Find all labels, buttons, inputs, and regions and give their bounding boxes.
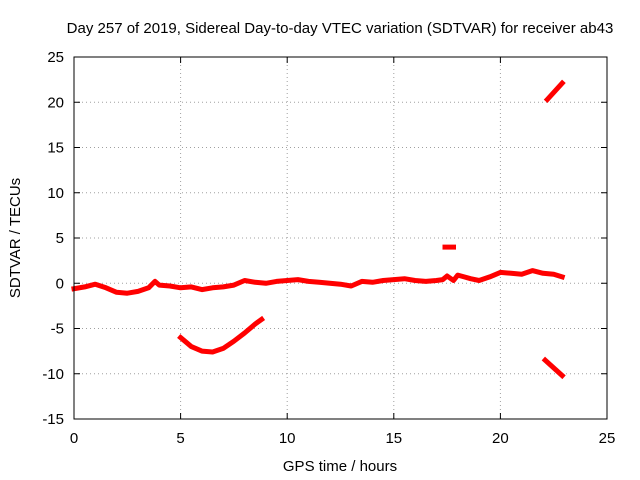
y-tick-label: 15 xyxy=(47,140,64,157)
chart-title: Day 257 of 2019, Sidereal Day-to-day VTE… xyxy=(67,20,614,37)
grid-lines xyxy=(74,57,607,419)
y-tick-label: 0 xyxy=(56,275,64,292)
y-tick-label: -10 xyxy=(42,366,64,383)
x-tick-label: 10 xyxy=(279,430,296,447)
data-series xyxy=(71,79,566,380)
y-tick-label: -5 xyxy=(51,321,64,338)
series-line-main xyxy=(71,268,566,296)
x-tick-label: 5 xyxy=(176,430,184,447)
series-line-segment-high xyxy=(543,79,566,104)
plot-frame xyxy=(73,56,608,420)
x-tick-label: 25 xyxy=(599,430,616,447)
x-tick-label: 15 xyxy=(385,430,402,447)
series-line-segment-low xyxy=(541,356,566,380)
y-tick-label: -15 xyxy=(42,411,64,428)
y-tick-label: 20 xyxy=(47,94,64,111)
x-axis-label: GPS time / hours xyxy=(283,458,397,475)
x-tick-label: 20 xyxy=(492,430,509,447)
y-tick-label: 10 xyxy=(47,185,64,202)
y-tick-label: 5 xyxy=(56,230,64,247)
x-tick-label: 0 xyxy=(70,430,78,447)
y-tick-label: 25 xyxy=(47,49,64,66)
axis-ticks: 0 5 10 15 20 25 -15 -10 -5 0 5 10 15 20 25 xyxy=(42,49,615,447)
series-line-arc xyxy=(177,315,266,355)
y-axis-label: SDTVAR / TECUs xyxy=(7,178,24,298)
